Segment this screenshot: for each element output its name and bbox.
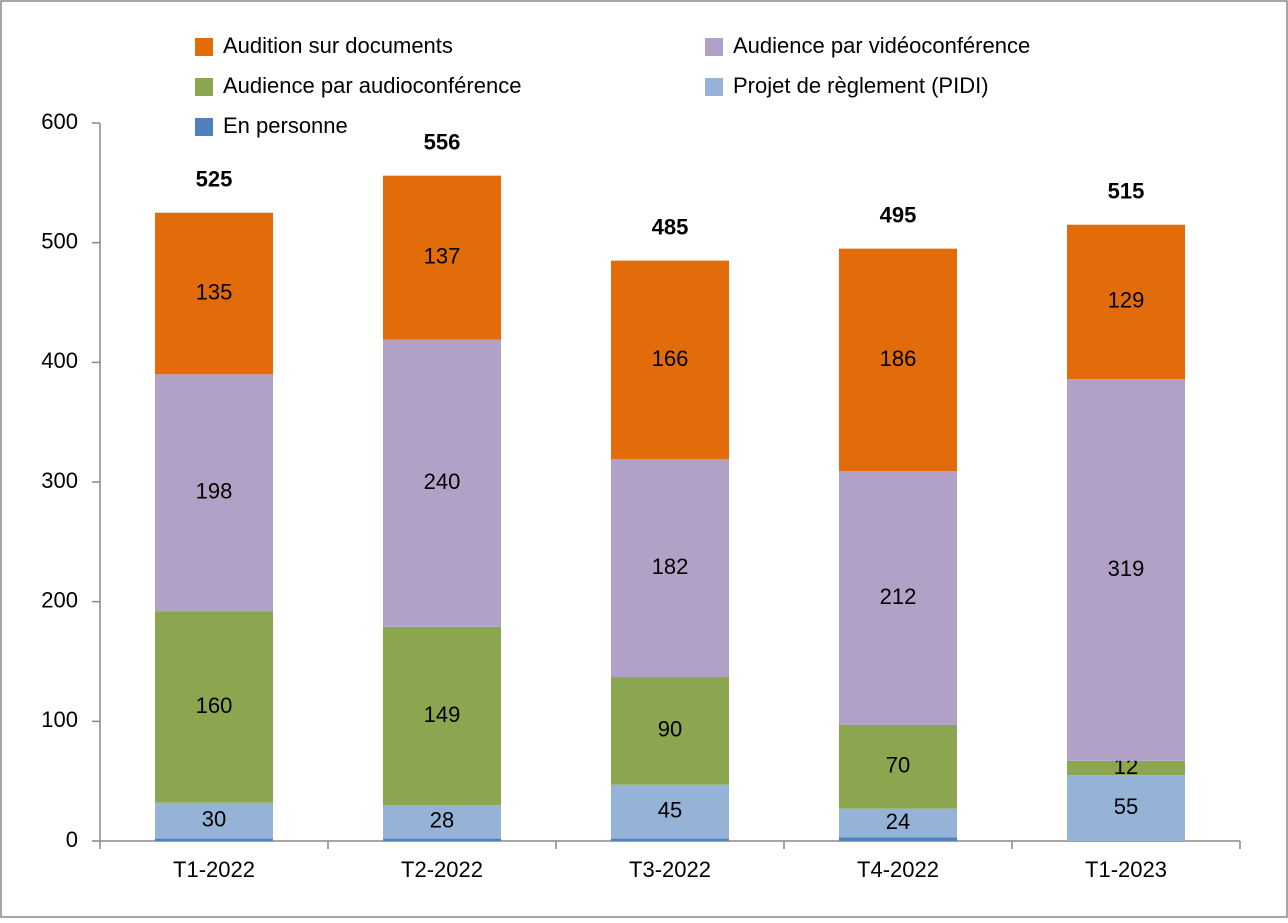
bar-segment xyxy=(155,374,273,612)
y-tick-label: 200 xyxy=(41,587,78,612)
bar-segment xyxy=(1067,224,1185,380)
y-tick-label: 300 xyxy=(41,468,78,493)
bar-segment xyxy=(839,471,957,725)
data-label: 149 xyxy=(424,702,461,727)
bar-segment xyxy=(155,838,273,841)
total-label: 515 xyxy=(1108,179,1145,204)
legend-label: Projet de règlement (PIDI) xyxy=(733,73,989,98)
legend-swatch xyxy=(195,78,213,96)
data-label: 135 xyxy=(196,279,233,304)
x-tick-label: T3-2022 xyxy=(629,857,711,882)
y-tick-label: 0 xyxy=(66,827,78,852)
x-tick-label: T2-2022 xyxy=(401,857,483,882)
legend-label: Audience par vidéoconférence xyxy=(733,33,1030,58)
legend-label: Audition sur documents xyxy=(223,33,453,58)
bar-segment xyxy=(611,784,729,839)
bar-segment xyxy=(611,677,729,785)
bar-segment xyxy=(611,838,729,841)
y-tick-label: 400 xyxy=(41,348,78,373)
bar-segment xyxy=(383,805,501,839)
legend-swatch xyxy=(195,118,213,136)
bar-segment xyxy=(383,175,501,340)
data-label: 90 xyxy=(658,717,682,742)
y-tick-label: 100 xyxy=(41,707,78,732)
x-tick-label: T1-2022 xyxy=(173,857,255,882)
legend-swatch xyxy=(195,38,213,56)
y-tick-label: 500 xyxy=(41,228,78,253)
bar-segment xyxy=(383,838,501,841)
bar-segment xyxy=(155,802,273,839)
data-label: 129 xyxy=(1108,288,1145,313)
data-label: 160 xyxy=(196,693,233,718)
bar-segment xyxy=(839,724,957,809)
bar-segment xyxy=(1067,760,1185,776)
x-tick-label: T1-2023 xyxy=(1085,857,1167,882)
data-label: 45 xyxy=(658,797,682,822)
y-tick-label: 600 xyxy=(41,109,78,134)
bar-segment xyxy=(839,808,957,838)
bar-segment xyxy=(611,459,729,678)
legend-label: Audience par audioconférence xyxy=(223,73,521,98)
data-label: 166 xyxy=(652,346,689,371)
total-label: 495 xyxy=(880,202,917,227)
data-label: 70 xyxy=(886,753,910,778)
data-label: 24 xyxy=(886,809,910,834)
bar-segment xyxy=(383,626,501,806)
bar-segment xyxy=(155,212,273,375)
x-tick-label: T4-2022 xyxy=(857,857,939,882)
legend-label: En personne xyxy=(223,113,348,138)
total-label: 525 xyxy=(196,167,233,192)
data-label: 137 xyxy=(424,243,461,268)
bar-segment xyxy=(1067,379,1185,761)
data-label: 30 xyxy=(202,806,226,831)
bar-segment xyxy=(611,260,729,460)
legend-swatch xyxy=(705,38,723,56)
data-label: 212 xyxy=(880,584,917,609)
total-label: 485 xyxy=(652,214,689,239)
data-label: 182 xyxy=(652,554,689,579)
bar-segment xyxy=(839,837,957,841)
bar-segment xyxy=(383,339,501,627)
total-label: 556 xyxy=(424,129,461,154)
data-label: 186 xyxy=(880,346,917,371)
legend-swatch xyxy=(705,78,723,96)
bar-segment xyxy=(1067,775,1185,841)
data-label: 28 xyxy=(430,808,454,833)
data-label: 319 xyxy=(1108,556,1145,581)
data-label: 240 xyxy=(424,469,461,494)
bar-segment xyxy=(155,611,273,803)
bar-segment xyxy=(839,248,957,472)
data-label: 198 xyxy=(196,479,233,504)
data-label: 55 xyxy=(1114,794,1138,819)
